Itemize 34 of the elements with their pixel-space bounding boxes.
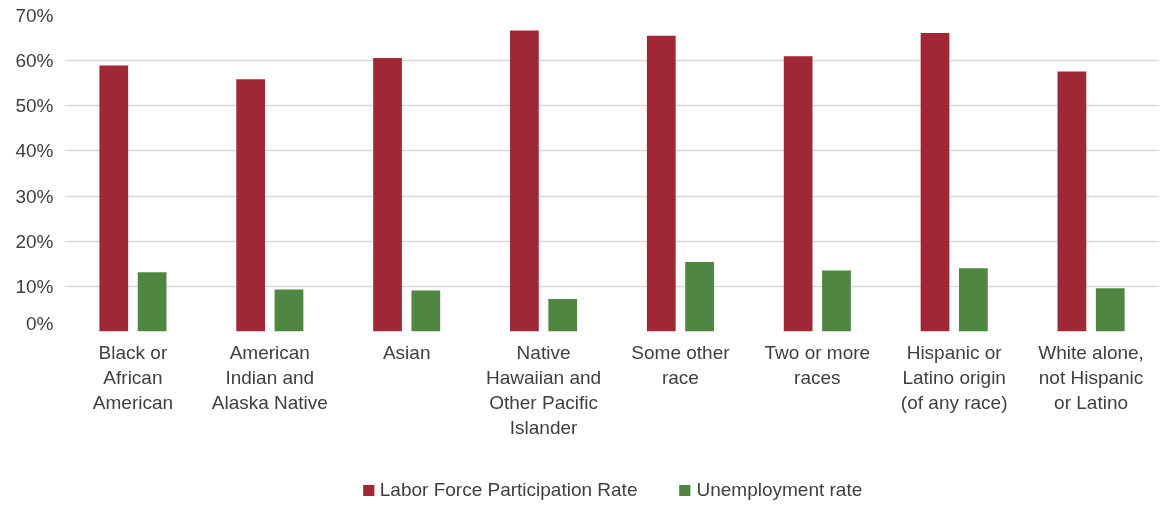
y-tick-label: 40%	[15, 140, 54, 162]
bar	[958, 268, 988, 332]
x-tick-label: Asian	[382, 341, 431, 363]
bar	[548, 299, 578, 332]
x-tick-label: American Indian and Alaska Native	[211, 341, 328, 413]
bar	[137, 272, 167, 332]
x-tick-label: White alone, not Hispanic or Latino	[1038, 341, 1144, 413]
legend-label: Unemployment rate	[696, 479, 863, 501]
y-tick-label: 60%	[15, 50, 54, 72]
bar	[920, 33, 950, 332]
y-tick-label: 10%	[15, 275, 54, 297]
x-tick-label: Black or African American	[92, 341, 174, 413]
y-tick-label: 70%	[15, 5, 54, 26]
y-tick-label: 0%	[26, 312, 54, 334]
bar	[783, 56, 813, 332]
y-tick-label: 30%	[15, 185, 54, 207]
x-tick-label: Native Hawaiian and Other Pacific Islander	[486, 341, 602, 439]
x-tick-label: Some other race	[631, 341, 731, 388]
x-tick-label: Hispanic or Latino origin (of any race)	[900, 341, 1008, 413]
bar	[1057, 71, 1087, 332]
legend-label: Labor Force Participation Rate	[379, 479, 638, 501]
bar	[236, 79, 266, 332]
x-tick-label: Two or more races	[764, 341, 871, 388]
bar	[646, 35, 676, 332]
bar	[1095, 288, 1125, 332]
bar	[99, 65, 129, 332]
bar	[822, 270, 851, 332]
y-tick-label: 50%	[15, 95, 54, 117]
bar	[373, 57, 402, 332]
bar	[510, 30, 539, 332]
bar	[274, 289, 304, 332]
y-tick-label: 20%	[15, 230, 54, 252]
bar	[685, 261, 714, 332]
bar	[411, 290, 441, 332]
